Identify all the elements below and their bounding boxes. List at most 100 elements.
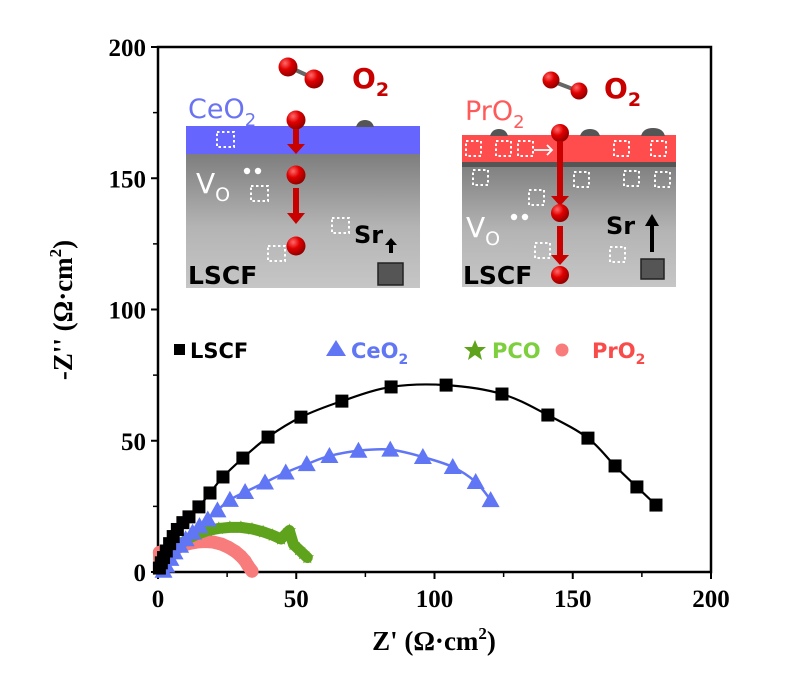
vacancy-charge-dot <box>510 213 518 221</box>
vacancy-charge-dot <box>254 167 262 175</box>
vacancy-icon <box>650 140 667 157</box>
pro2-inset-layer-label-sub: 2 <box>513 112 524 133</box>
data-point-pro2 <box>245 564 259 578</box>
data-point-pco <box>286 537 301 551</box>
oxygen-diffusion-arrowhead <box>287 213 305 224</box>
series-lscf <box>152 378 663 575</box>
data-point-lscf <box>608 459 622 473</box>
x-tick-label: 200 <box>692 586 730 613</box>
y-tick-label: 150 <box>109 166 147 193</box>
data-point-lscf <box>192 500 206 514</box>
data-point-ceo2 <box>190 517 209 534</box>
pro2-inset-gas-label: O2 <box>604 72 641 111</box>
legend-label-pco-main: PCO <box>492 339 541 363</box>
oxygen-diffusion-arrow <box>557 141 563 199</box>
data-point-lscf <box>216 470 230 484</box>
legend-label-pro2: PrO2 <box>592 339 645 368</box>
oxygen-atom-icon <box>304 69 324 89</box>
data-point-pco <box>212 521 226 535</box>
pro2-inset-surface-particle <box>490 129 508 136</box>
oxygen-diffusion-arrowhead <box>551 255 569 265</box>
legend-label-ceo2-main: CeO <box>351 339 399 363</box>
y-axis-title-main: -Z'' (Ω·cm <box>48 257 78 380</box>
data-point-pco <box>223 520 237 533</box>
vacancy-icon <box>573 171 590 188</box>
legend-label-lscf: LSCF <box>190 339 248 363</box>
pro2-inset-vacancy-label: VO <box>466 211 500 250</box>
y-tick-label: 0 <box>134 560 147 587</box>
legend-label-ceo2-sub: 2 <box>399 352 409 368</box>
legend-label-pco: PCO <box>492 339 541 363</box>
x-tick-label: 100 <box>416 586 454 613</box>
series-ceo2 <box>154 440 500 578</box>
vacancy-icon <box>528 189 545 206</box>
legend-marker-pro2 <box>555 343 569 357</box>
x-tick-label: 50 <box>284 586 309 613</box>
pro2-inset: PrO2 O2 VO LSCF Sr <box>462 71 676 290</box>
pro2-inset-interface <box>462 161 676 167</box>
vacancy-charge-dot <box>521 213 529 221</box>
data-point-lscf <box>384 380 398 394</box>
vacancy-icon <box>517 140 534 157</box>
pro2-inset-layer-label-main: PrO <box>465 96 513 127</box>
data-point-lscf <box>439 378 453 392</box>
legend-label-ceo2: CeO2 <box>351 339 408 368</box>
pro2-inset-surface-particle <box>580 129 600 136</box>
data-point-lscf <box>630 480 644 494</box>
data-point-ceo2 <box>320 446 339 463</box>
ceo2-inset: CeO2 O2 VO LSCF Sr <box>186 57 420 290</box>
vacancy-icon <box>613 140 630 157</box>
data-point-lscf <box>203 486 217 500</box>
sr-particle-icon <box>377 262 404 286</box>
ceo2-inset-layer <box>186 126 420 154</box>
data-point-pco <box>256 524 270 538</box>
data-point-pco <box>245 522 259 535</box>
data-point-ceo2 <box>443 458 462 474</box>
y-tick-label: 200 <box>109 35 147 62</box>
data-point-ceo2 <box>481 491 500 508</box>
data-point-ceo2 <box>208 501 227 518</box>
legend-label-pro2-main: PrO <box>592 339 636 363</box>
data-point-pco <box>282 523 296 537</box>
data-point-lscf <box>649 498 663 512</box>
ceo2-inset-layer-label-main: CeO <box>188 94 245 125</box>
legend-label-lscf-main: LSCF <box>190 339 248 363</box>
data-point-pco <box>234 520 248 533</box>
ceo2-inset-layer-label-sub: 2 <box>245 110 256 131</box>
x-tick-label: 0 <box>152 586 165 613</box>
vacancy-icon <box>654 171 671 188</box>
data-point-lscf <box>182 510 196 524</box>
ceo2-inset-gas-label: O2 <box>352 62 389 101</box>
oxygen-atom-icon <box>278 57 298 77</box>
data-point-ceo2 <box>297 455 316 472</box>
data-point-ceo2 <box>349 441 368 458</box>
sr-segregation-arrow-icon <box>650 224 654 252</box>
data-point-lscf <box>541 408 555 422</box>
ceo2-inset-substrate-label: LSCF <box>188 261 257 290</box>
x-tick-label: 150 <box>554 586 592 613</box>
data-point-lscf <box>294 410 308 424</box>
data-point-ceo2 <box>413 448 432 465</box>
oxygen-atom-icon <box>551 124 569 142</box>
pro2-inset-sr-label: Sr <box>606 212 635 240</box>
oxygen-diffusion-arrowhead <box>287 144 305 154</box>
data-point-lscf <box>581 431 595 445</box>
pro2-inset-layer <box>462 135 676 162</box>
legend-marker-pco <box>464 340 486 360</box>
data-point-lscf <box>236 451 250 465</box>
vacancy-icon <box>267 245 286 262</box>
data-point-ceo2 <box>236 482 255 499</box>
vacancy-icon <box>250 185 269 202</box>
vacancy-icon <box>623 170 640 187</box>
data-point-lscf <box>261 430 275 444</box>
sr-segregation-arrow-icon <box>385 238 397 253</box>
vacancy-icon <box>609 246 626 263</box>
x-axis-title: Z' (Ω·cm2) <box>372 624 496 656</box>
y-axis-title-sup: 2 <box>46 249 65 258</box>
y-tick-label: 50 <box>121 429 146 456</box>
ceo2-inset-layer-label: CeO2 <box>188 94 256 131</box>
data-point-lscf <box>495 387 509 401</box>
x-axis-title-sup: 2 <box>478 624 487 643</box>
ceo2-inset-surface-particle <box>356 120 374 127</box>
